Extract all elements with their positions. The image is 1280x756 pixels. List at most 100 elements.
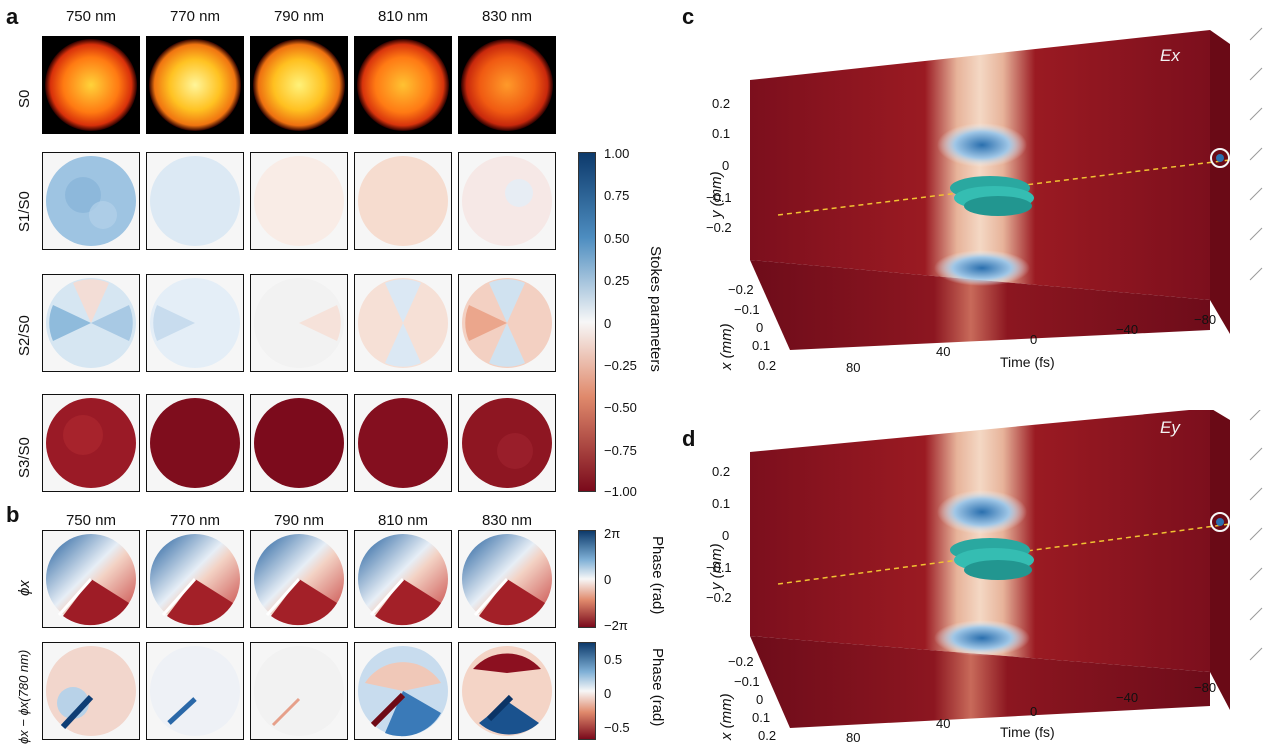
s2-tile-830 bbox=[458, 274, 556, 372]
panel-c-y-tick-1: 0.2 bbox=[712, 96, 731, 111]
panel-c-field-label: Ex bbox=[1160, 46, 1180, 65]
panel-c-x-tick-4: 0.1 bbox=[752, 338, 771, 353]
phase-tick-bottom: −2π bbox=[604, 618, 628, 633]
panel-d-time-tick-2: 40 bbox=[936, 716, 951, 731]
phase-diff-tick-mid: 0 bbox=[604, 686, 612, 701]
panel-c-y-tick-4: −0.1 bbox=[706, 190, 732, 205]
phase-diff-tile-830 bbox=[458, 642, 556, 740]
stokes-tick-9: −1.00 bbox=[604, 484, 637, 499]
panel-d-y-tick-3: 0 bbox=[722, 528, 730, 543]
panel-c-time-tick-5: −80 bbox=[1194, 312, 1217, 327]
panel-c-y-tick-5: −0.2 bbox=[706, 220, 732, 235]
row-label-phix: ϕx bbox=[16, 580, 33, 596]
stokes-tick-6: −0.25 bbox=[604, 358, 637, 373]
stokes-tick-3: 0.50 bbox=[604, 231, 630, 246]
panel-c-time-tick-2: 40 bbox=[936, 344, 951, 359]
panel-d-floor bbox=[750, 636, 1210, 728]
panel-d-x-tick-5: 0.2 bbox=[758, 728, 777, 743]
phase-tile-750 bbox=[42, 530, 140, 628]
panel-d-3d-plot bbox=[750, 410, 1263, 728]
column-label-830: 830 nm bbox=[481, 8, 533, 25]
stokes-tick-8: −0.75 bbox=[604, 443, 637, 458]
phase-diff-tile-770 bbox=[146, 642, 244, 740]
panel-d-x-label: x (mm) bbox=[718, 693, 735, 740]
stokes-tick-5: 0 bbox=[604, 316, 612, 331]
row-label-s3: S3/S0 bbox=[16, 437, 33, 478]
panel-d-x-tick-3: 0 bbox=[756, 692, 764, 707]
s0-tile-750 bbox=[42, 36, 140, 134]
phase-tick-top: 2π bbox=[604, 526, 621, 541]
phase-tick-mid: 0 bbox=[604, 572, 612, 587]
panel-c-floor bbox=[750, 260, 1210, 350]
panel-c-time-tick-3: 0 bbox=[1030, 332, 1038, 347]
phase-diff-tile-750 bbox=[42, 642, 140, 740]
row-label-s2: S2/S0 bbox=[16, 315, 33, 356]
phase-tile-810 bbox=[354, 530, 452, 628]
column-label-750: 750 nm bbox=[65, 8, 117, 25]
panel-c-gridlines bbox=[1249, 27, 1263, 281]
panel-c-time-tick-1: 80 bbox=[846, 360, 861, 375]
panel-d-x-tick-4: 0.1 bbox=[752, 710, 771, 725]
panel-c-x-tick-1: −0.2 bbox=[728, 282, 754, 297]
panel-d-x-tick-2: −0.1 bbox=[734, 674, 760, 689]
panel-c-upper-lobe bbox=[937, 123, 1027, 167]
s2-tile-750 bbox=[42, 274, 140, 372]
panel-c-y-tick-3: 0 bbox=[722, 158, 730, 173]
panel-c-side-pattern-core bbox=[1216, 154, 1224, 162]
b-column-label-790: 790 nm bbox=[273, 512, 325, 529]
panel-c-x-tick-5: 0.2 bbox=[758, 358, 777, 373]
panel-d-y-tick-2: 0.1 bbox=[712, 496, 731, 511]
panel-d-field-label: Ey bbox=[1160, 418, 1180, 437]
s3-tile-790 bbox=[250, 394, 348, 492]
panel-d-y-tick-1: 0.2 bbox=[712, 464, 731, 479]
s1-tile-810 bbox=[354, 152, 452, 250]
phase-diff-tile-810 bbox=[354, 642, 452, 740]
stokes-tick-2: 0.75 bbox=[604, 188, 630, 203]
row-label-s1: S1/S0 bbox=[16, 191, 33, 232]
s3-tile-810 bbox=[354, 394, 452, 492]
column-label-770: 770 nm bbox=[169, 8, 221, 25]
s3-tile-830 bbox=[458, 394, 556, 492]
s1-tile-830 bbox=[458, 152, 556, 250]
s3-tile-770 bbox=[146, 394, 244, 492]
phase-diff-colorbar-label: Phase (rad) bbox=[649, 648, 666, 727]
phase-diff-colorbar bbox=[578, 642, 596, 740]
s2-tile-770 bbox=[146, 274, 244, 372]
panel-d-x-tick-1: −0.2 bbox=[728, 654, 754, 669]
panel-c-side-wall bbox=[1210, 30, 1230, 334]
b-column-label-750: 750 nm bbox=[65, 512, 117, 529]
panel-d-time-tick-5: −80 bbox=[1194, 680, 1217, 695]
panel-c-time-label: Time (fs) bbox=[1000, 354, 1055, 370]
column-label-810: 810 nm bbox=[377, 8, 429, 25]
row-label-s0: S0 bbox=[16, 89, 33, 108]
panel-c-time-tick-4: −40 bbox=[1116, 322, 1139, 337]
panel-label-b: b bbox=[6, 502, 20, 527]
panel-c-3d-plot bbox=[750, 27, 1263, 350]
b-column-label-830: 830 nm bbox=[481, 512, 533, 529]
panel-d-side-pattern bbox=[1210, 512, 1230, 532]
s1-tile-750 bbox=[42, 152, 140, 250]
panel-d-y-tick-4: −0.1 bbox=[706, 560, 732, 575]
s1-tile-770 bbox=[146, 152, 244, 250]
panel-c-x-label: x (mm) bbox=[718, 323, 735, 370]
panel-c-pulse-helix bbox=[950, 176, 1034, 216]
s3-tile-750 bbox=[42, 394, 140, 492]
b-column-label-810: 810 nm bbox=[377, 512, 429, 529]
panel-d-side-wall bbox=[1210, 410, 1230, 710]
phase-diff-tile-790 bbox=[250, 642, 348, 740]
phase-tile-790 bbox=[250, 530, 348, 628]
phase-diff-tick-bottom: −0.5 bbox=[604, 720, 630, 735]
phase-colorbar-label: Phase (rad) bbox=[649, 536, 666, 615]
s0-tile-770 bbox=[146, 36, 244, 134]
row-label-phix-diff: ϕx − ϕx(780 nm) bbox=[16, 649, 31, 744]
panel-d-time-tick-4: −40 bbox=[1116, 690, 1139, 705]
panel-d-side-pattern-core bbox=[1216, 518, 1224, 526]
s1-tile-790 bbox=[250, 152, 348, 250]
b-column-label-770: 770 nm bbox=[169, 512, 221, 529]
panel-c-x-tick-2: −0.1 bbox=[734, 302, 760, 317]
phase-diff-tick-top: 0.5 bbox=[604, 652, 623, 667]
stokes-tick-1: 1.00 bbox=[604, 146, 630, 161]
panel-d-time-label: Time (fs) bbox=[1000, 724, 1055, 740]
column-label-790: 790 nm bbox=[273, 8, 325, 25]
panel-c-side-pattern bbox=[1210, 148, 1230, 168]
